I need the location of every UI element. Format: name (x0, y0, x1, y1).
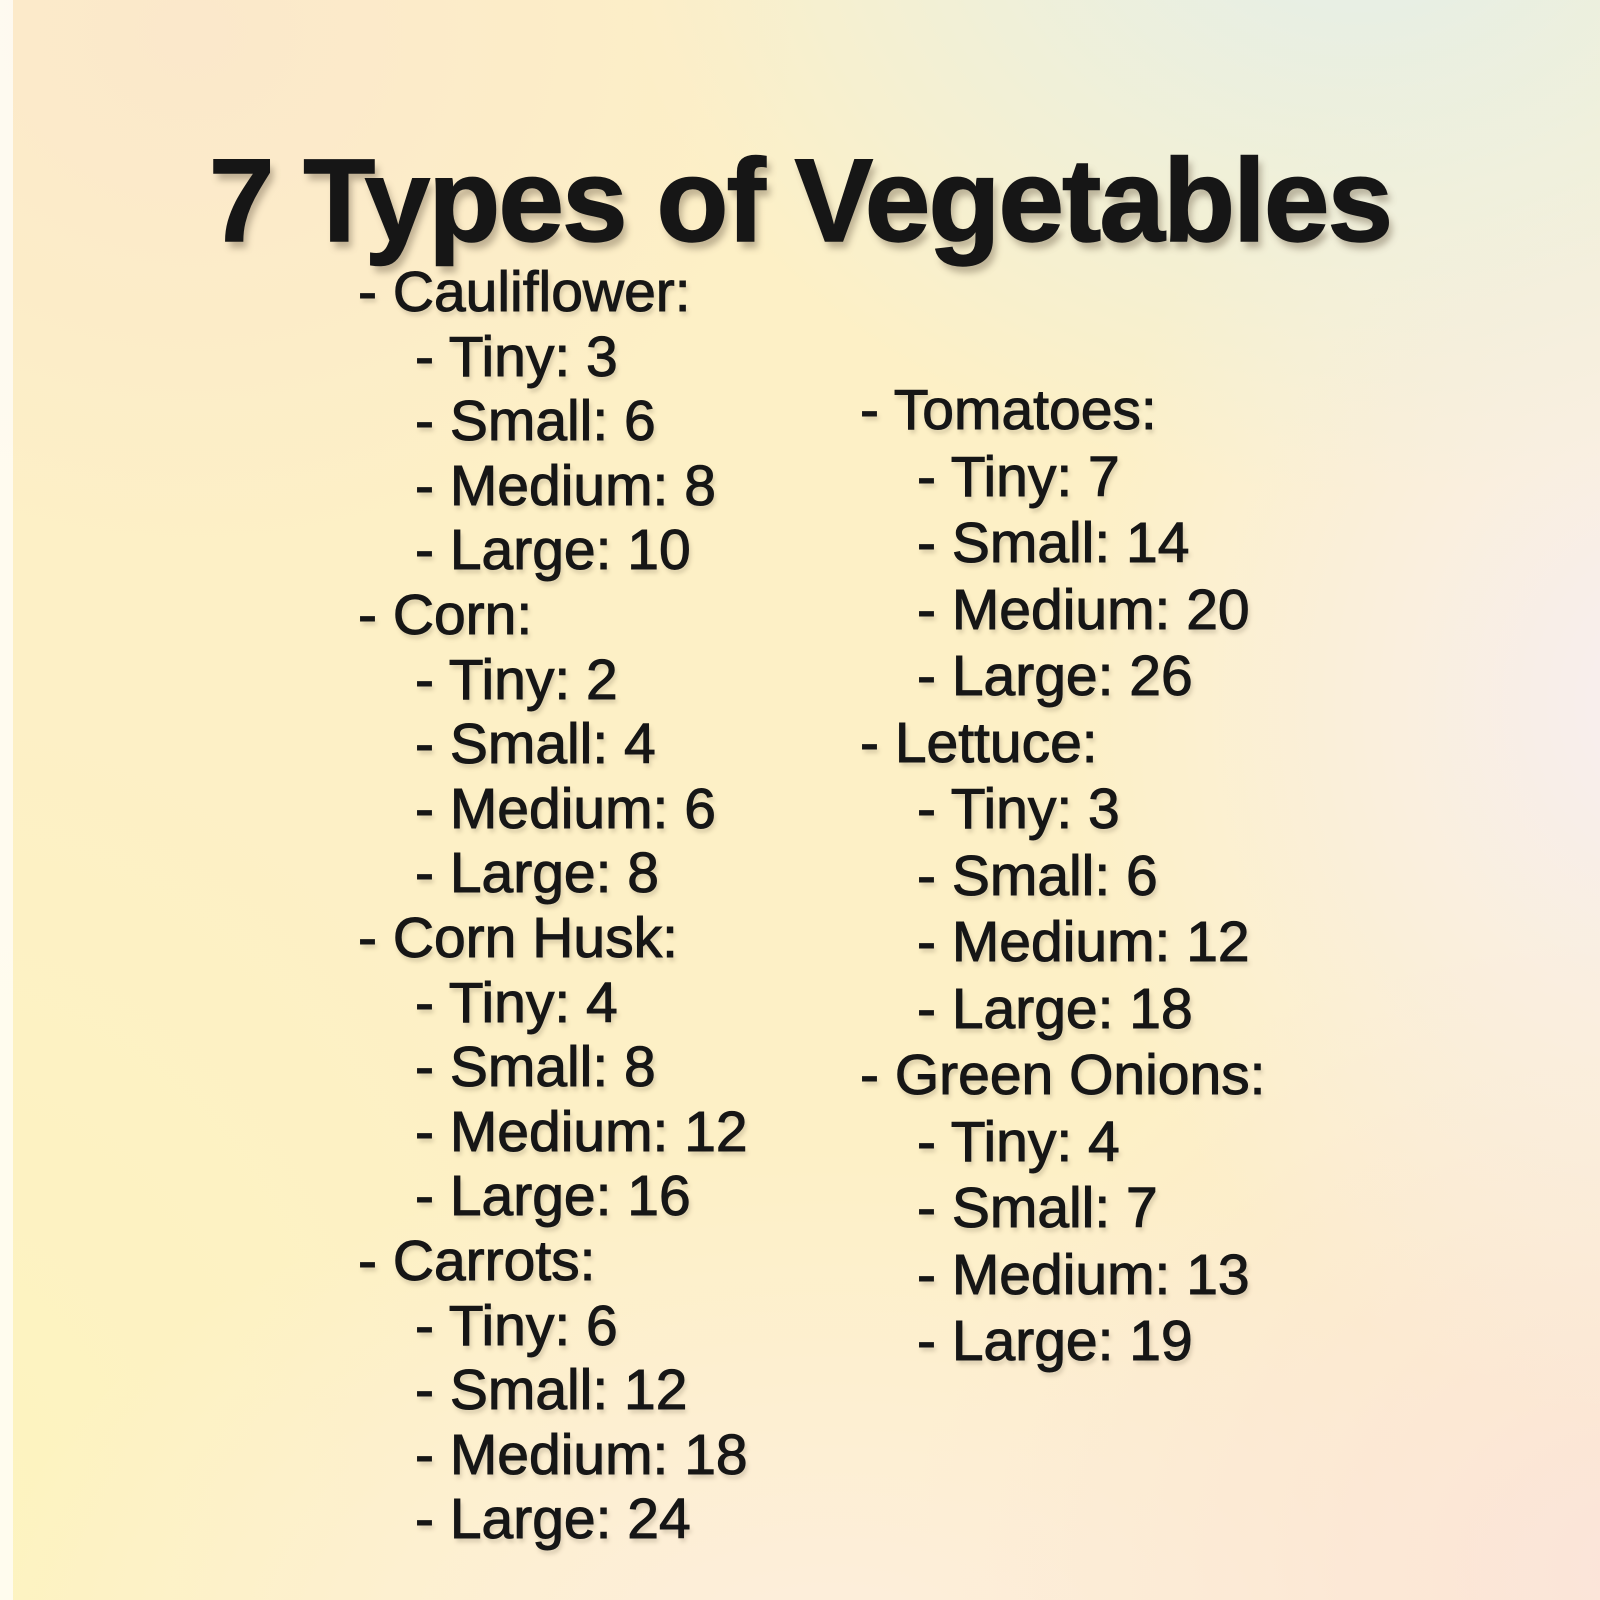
size-count-line: - Small: 4 (415, 712, 657, 777)
vegetable-column-right: - Tomatoes: - Tiny: 7- Small: 14- Medium:… (860, 377, 1267, 1375)
size-count-line: - Large: 18 (917, 976, 1194, 1041)
size-count-line: - Medium: 12 (415, 1099, 749, 1164)
size-count-line: - Large: 10 (415, 518, 692, 583)
vegetable-name-line: - Corn Husk: (358, 905, 679, 970)
size-count-line: - Small: 8 (415, 1035, 657, 1100)
size-count-line: - Medium: 12 (917, 910, 1251, 975)
size-count-line: - Medium: 18 (415, 1422, 749, 1487)
size-count-line: - Small: 7 (917, 1176, 1159, 1241)
size-count-line: - Tiny: 4 (415, 970, 619, 1035)
size-count-line: - Large: 26 (917, 644, 1194, 709)
size-count-line: - Small: 6 (415, 389, 657, 454)
vegetable-name-line: - Green Onions: (860, 1043, 1267, 1108)
size-count-line: - Large: 19 (917, 1309, 1194, 1374)
size-count-line: - Tiny: 2 (415, 647, 619, 712)
size-count-line: - Small: 14 (917, 511, 1190, 576)
size-count-line: - Medium: 6 (415, 776, 717, 841)
size-count-line: - Large: 8 (415, 841, 660, 906)
vegetable-name-line: - Carrots: (358, 1228, 597, 1293)
vegetable-name-line: - Tomatoes: (860, 378, 1158, 443)
size-count-line: - Tiny: 3 (415, 324, 619, 389)
size-count-line: - Large: 16 (415, 1164, 692, 1229)
size-count-line: - Medium: 20 (917, 577, 1251, 642)
vegetable-name-line: - Cauliflower: (358, 260, 692, 325)
vegetable-column-left: - Cauliflower: - Tiny: 3- Small: 6- Mediu… (358, 260, 749, 1552)
size-count-line: - Tiny: 3 (917, 777, 1121, 842)
size-count-line: - Small: 6 (917, 843, 1159, 908)
size-count-line: - Tiny: 6 (415, 1293, 619, 1358)
size-count-line: - Large: 24 (415, 1487, 692, 1552)
vegetable-name-line: - Corn: (358, 582, 533, 647)
vegetable-name-line: - Lettuce: (860, 710, 1099, 775)
left-edge-highlight (0, 0, 13, 1600)
size-count-line: - Medium: 13 (917, 1242, 1251, 1307)
size-count-line: - Tiny: 7 (917, 444, 1121, 509)
size-count-line: - Small: 12 (415, 1358, 688, 1423)
size-count-line: - Medium: 8 (415, 453, 717, 518)
page-title: 7 Types of Vegetables (208, 134, 1394, 268)
size-count-line: - Tiny: 4 (917, 1109, 1121, 1174)
